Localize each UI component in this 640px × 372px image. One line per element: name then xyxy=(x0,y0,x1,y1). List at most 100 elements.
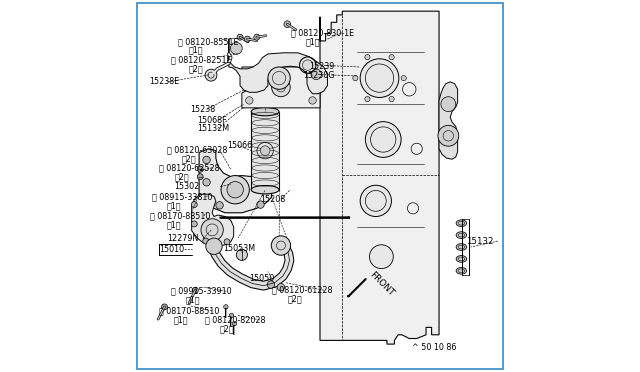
Text: 15132: 15132 xyxy=(466,237,493,246)
Circle shape xyxy=(284,21,291,28)
Text: 15068F: 15068F xyxy=(197,116,227,125)
Circle shape xyxy=(277,283,285,291)
Circle shape xyxy=(267,281,275,288)
Text: Ⓑ 08120-8251E: Ⓑ 08120-8251E xyxy=(172,55,232,64)
Text: Ⓑ 08120-61228: Ⓑ 08120-61228 xyxy=(273,286,333,295)
Circle shape xyxy=(224,239,230,245)
Circle shape xyxy=(191,202,197,208)
Circle shape xyxy=(441,97,456,112)
Circle shape xyxy=(353,76,358,81)
Circle shape xyxy=(271,78,291,97)
Circle shape xyxy=(389,96,394,102)
Circle shape xyxy=(197,174,203,180)
Ellipse shape xyxy=(456,244,467,250)
Ellipse shape xyxy=(458,245,465,249)
Circle shape xyxy=(365,96,370,102)
Ellipse shape xyxy=(456,256,467,262)
Text: 15239: 15239 xyxy=(309,62,334,71)
Text: 12279N: 12279N xyxy=(168,234,199,243)
Circle shape xyxy=(271,236,291,255)
Circle shape xyxy=(254,34,260,40)
Ellipse shape xyxy=(456,267,467,274)
Circle shape xyxy=(232,321,237,326)
Text: （2）: （2） xyxy=(182,154,196,163)
Text: 15050: 15050 xyxy=(250,274,275,283)
Circle shape xyxy=(223,305,228,309)
Circle shape xyxy=(229,313,234,318)
Circle shape xyxy=(244,36,250,42)
Circle shape xyxy=(303,60,313,70)
Text: Ⓞ 09915-33910: Ⓞ 09915-33910 xyxy=(172,287,232,296)
Text: Ⓑ 08120-830-1E: Ⓑ 08120-830-1E xyxy=(291,28,354,37)
Text: （1）: （1） xyxy=(173,315,188,324)
Text: （2）: （2） xyxy=(220,324,234,333)
Circle shape xyxy=(191,221,197,227)
Ellipse shape xyxy=(251,186,279,194)
Text: 15132M: 15132M xyxy=(197,124,229,133)
Circle shape xyxy=(438,125,459,146)
Polygon shape xyxy=(199,149,271,213)
Text: Ⓑ 08120-8551E: Ⓑ 08120-8551E xyxy=(178,37,238,46)
Circle shape xyxy=(401,76,406,81)
Text: 15230G: 15230G xyxy=(303,71,335,80)
Polygon shape xyxy=(320,11,439,344)
Text: FRONT: FRONT xyxy=(367,270,396,298)
Text: 15302: 15302 xyxy=(174,182,200,191)
Circle shape xyxy=(365,122,401,157)
Text: （1）: （1） xyxy=(167,220,181,229)
Circle shape xyxy=(237,34,243,40)
Polygon shape xyxy=(191,194,234,246)
Ellipse shape xyxy=(251,108,279,116)
Text: （1）: （1） xyxy=(306,37,321,46)
Text: （2）: （2） xyxy=(174,172,189,181)
Circle shape xyxy=(246,71,253,78)
Ellipse shape xyxy=(458,269,465,273)
Circle shape xyxy=(203,179,211,186)
Circle shape xyxy=(203,156,211,164)
Circle shape xyxy=(365,55,370,60)
Circle shape xyxy=(193,287,198,293)
Circle shape xyxy=(203,238,209,244)
Text: Ⓞ 08915-33810: Ⓞ 08915-33810 xyxy=(152,192,212,201)
Circle shape xyxy=(216,202,223,209)
Circle shape xyxy=(221,176,250,204)
Circle shape xyxy=(205,69,217,81)
Text: 15238E: 15238E xyxy=(150,77,180,86)
Text: 15066: 15066 xyxy=(227,141,252,150)
Polygon shape xyxy=(242,67,320,108)
Text: （1）: （1） xyxy=(167,201,181,210)
Ellipse shape xyxy=(458,257,465,261)
Circle shape xyxy=(246,97,253,104)
Text: 15208: 15208 xyxy=(260,195,285,203)
Circle shape xyxy=(197,166,203,172)
Circle shape xyxy=(161,304,168,310)
Text: Ⓑ 08170-88510: Ⓑ 08170-88510 xyxy=(150,211,211,220)
Circle shape xyxy=(389,55,394,60)
Text: 15010: 15010 xyxy=(159,245,184,254)
Text: （2）: （2） xyxy=(189,64,204,73)
Circle shape xyxy=(206,238,222,254)
Ellipse shape xyxy=(456,232,467,238)
Polygon shape xyxy=(439,82,458,159)
Text: Ⓑ 08120-82028: Ⓑ 08120-82028 xyxy=(205,315,265,324)
Ellipse shape xyxy=(458,221,465,225)
Text: （1）: （1） xyxy=(186,296,200,305)
Text: Ⓑ 08120-63028: Ⓑ 08120-63028 xyxy=(167,145,227,154)
Ellipse shape xyxy=(458,233,465,237)
Circle shape xyxy=(257,201,264,208)
Circle shape xyxy=(260,146,270,155)
Polygon shape xyxy=(229,39,328,94)
Circle shape xyxy=(268,67,291,89)
Circle shape xyxy=(360,185,392,217)
Text: （2）: （2） xyxy=(287,295,302,304)
Text: 15053M: 15053M xyxy=(223,244,255,253)
Text: （1）: （1） xyxy=(189,46,204,55)
Circle shape xyxy=(230,42,243,54)
Circle shape xyxy=(236,249,248,260)
Circle shape xyxy=(309,71,316,78)
Circle shape xyxy=(309,97,316,104)
Circle shape xyxy=(227,182,243,198)
Circle shape xyxy=(311,69,321,80)
Circle shape xyxy=(201,219,223,241)
Text: 15238: 15238 xyxy=(191,105,216,114)
